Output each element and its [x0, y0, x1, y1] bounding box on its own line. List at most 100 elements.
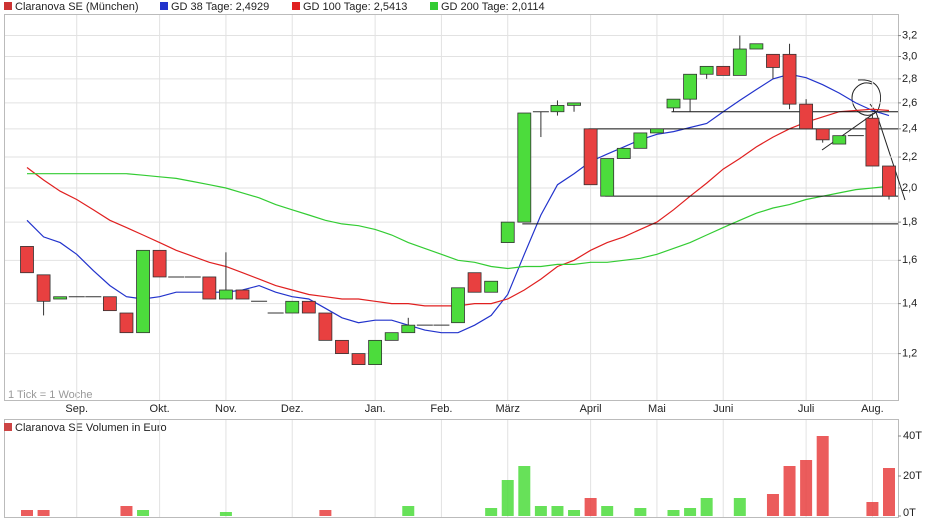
- legend-swatch: [160, 2, 168, 10]
- x-tick-label: Mai: [648, 403, 666, 415]
- y-tick-label: 2,6: [902, 97, 917, 109]
- x-tick-label: Juni: [713, 403, 733, 415]
- volume-legend-swatch: [4, 423, 12, 431]
- volume-bar: [783, 466, 796, 516]
- candle-body: [301, 300, 316, 314]
- candle-body: [550, 104, 565, 113]
- candle-body: [600, 158, 615, 197]
- candle-body: [517, 112, 532, 223]
- candle-body: [732, 48, 747, 76]
- candle-body: [500, 221, 515, 243]
- volume-bar: [866, 502, 879, 516]
- volume-bar: [402, 506, 415, 516]
- candle-body: [235, 289, 250, 300]
- y-tick-label: 3,2: [902, 29, 917, 41]
- volume-bar: [766, 494, 779, 516]
- candle-body: [666, 98, 681, 109]
- volume-bar: [21, 510, 33, 516]
- candle-body: [401, 324, 416, 334]
- x-tick-label: Sep.: [65, 403, 88, 415]
- x-tick-label: Juli: [798, 403, 815, 415]
- volume-panel: [4, 419, 899, 518]
- candle-body: [832, 135, 847, 145]
- candle-body: [285, 300, 300, 314]
- tick-note: 1 Tick = 1 Woche: [8, 389, 92, 401]
- x-tick-label: Nov.: [215, 403, 237, 415]
- candle-body: [202, 276, 217, 300]
- legend-entry: GD 100 Tage: 2,5413: [303, 1, 407, 13]
- volume-bar: [883, 468, 895, 516]
- candle-body: [53, 296, 68, 300]
- volume-bar: [634, 508, 647, 516]
- volume-bar: [518, 466, 531, 516]
- legend-swatch: [430, 2, 438, 10]
- y-tick-label: 2,0: [902, 182, 917, 194]
- candle-body: [36, 274, 51, 302]
- x-tick-label: Feb.: [430, 403, 452, 415]
- x-tick-label: Dez.: [281, 403, 304, 415]
- legend-swatch: [4, 2, 12, 10]
- volume-bar: [534, 506, 547, 516]
- volume-bar: [568, 510, 581, 516]
- volume-bar: [120, 506, 133, 516]
- y-tick-label: 20T: [903, 470, 922, 482]
- y-tick-label: 1,6: [902, 254, 917, 266]
- legend-entry: GD 38 Tage: 2,4929: [171, 1, 269, 13]
- candle-body: [616, 147, 631, 159]
- legend-swatch: [292, 2, 300, 10]
- candle-body: [766, 53, 780, 68]
- volume-bar: [319, 510, 332, 516]
- candle-body: [815, 128, 830, 141]
- x-tick-label: Aug.: [861, 403, 884, 415]
- candle-body: [467, 272, 482, 293]
- y-tick-label: 0T: [903, 507, 916, 519]
- candle-body: [318, 312, 333, 341]
- volume-bar: [485, 508, 498, 516]
- y-tick-label: 2,4: [902, 123, 917, 135]
- candle-body: [882, 165, 896, 197]
- legend-entry: GD 200 Tage: 2,0114: [441, 1, 545, 13]
- candle-body: [782, 53, 797, 105]
- candle-body: [384, 332, 399, 341]
- candle-body: [683, 73, 697, 100]
- moving-average: [27, 173, 890, 270]
- candle-body: [335, 339, 349, 354]
- x-tick-label: März: [496, 403, 520, 415]
- candle-body: [102, 296, 117, 312]
- candle-body: [865, 117, 880, 167]
- volume-bar: [37, 510, 50, 516]
- freehand-circle: [851, 79, 881, 116]
- volume-bar: [667, 510, 680, 516]
- candle-body: [136, 249, 150, 334]
- legend-title: Claranova SE (München): [15, 1, 139, 13]
- candle-body: [699, 65, 714, 75]
- candle-body: [451, 287, 465, 324]
- candle-body: [484, 280, 499, 293]
- moving-average: [26, 73, 890, 334]
- candle-body: [650, 128, 664, 134]
- legend: Claranova SE (München) GD 38 Tage: 2,4929…: [4, 1, 545, 13]
- x-tick-label: April: [580, 403, 602, 415]
- candle-body: [351, 353, 366, 365]
- volume-bar: [816, 436, 829, 516]
- candle-body: [567, 102, 581, 106]
- volume-bar: [219, 512, 232, 516]
- price-panel: [4, 14, 899, 401]
- volume-bar: [733, 498, 746, 516]
- candle-body: [119, 312, 134, 334]
- candle-body: [583, 128, 598, 186]
- candle-body: [633, 132, 648, 149]
- volume-title: Claranova SE Volumen in Euro: [15, 422, 167, 434]
- y-tick-label: 2,2: [902, 151, 917, 163]
- y-tick-label: 2,8: [902, 73, 917, 85]
- x-tick-label: Jan.: [365, 403, 386, 415]
- y-tick-label: 1,8: [902, 216, 917, 228]
- volume-bar: [684, 508, 697, 516]
- y-tick-label: 1,2: [902, 348, 917, 360]
- y-tick-label: 40T: [903, 430, 922, 442]
- candle-body: [368, 339, 383, 365]
- candle-body: [799, 103, 814, 130]
- volume-bar: [584, 498, 597, 516]
- volume-bar: [700, 498, 713, 516]
